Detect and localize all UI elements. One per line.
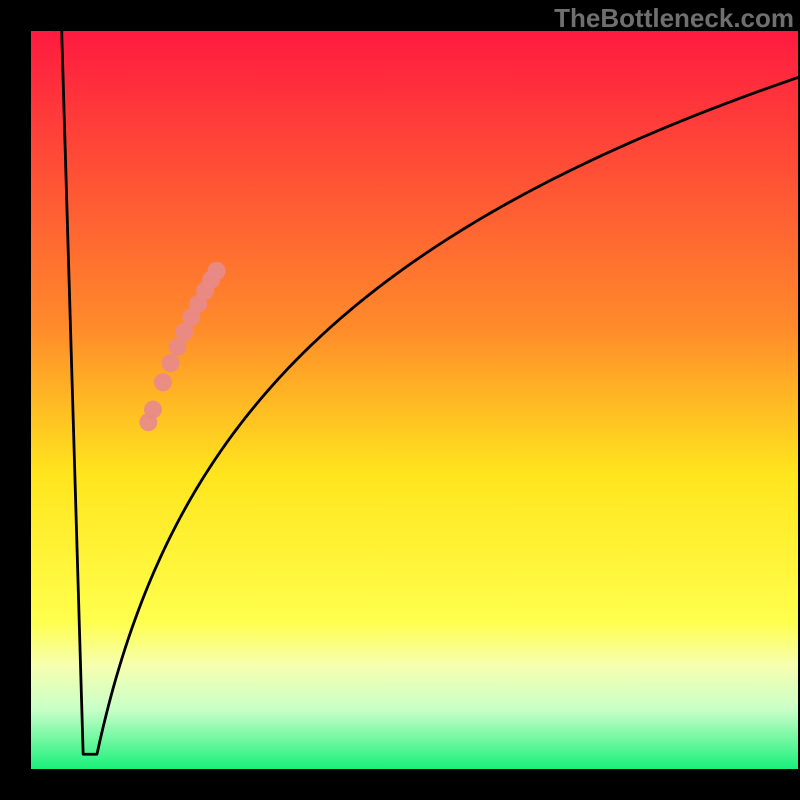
watermark-text: TheBottleneck.com	[554, 3, 794, 34]
chart-container: TheBottleneck.com	[0, 0, 800, 800]
bottleneck-curve	[62, 31, 798, 754]
data-marker	[162, 354, 180, 372]
data-marker	[144, 401, 162, 419]
curve-overlay	[31, 31, 798, 769]
marker-group	[139, 262, 225, 431]
data-marker	[208, 262, 226, 280]
plot-area	[31, 31, 798, 769]
data-marker	[154, 373, 172, 391]
